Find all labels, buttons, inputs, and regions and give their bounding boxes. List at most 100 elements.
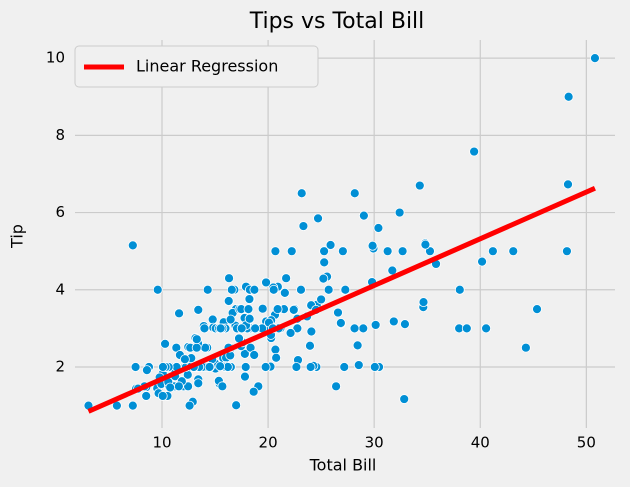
point [249, 284, 260, 295]
point [207, 314, 218, 325]
point [199, 323, 210, 334]
point [257, 303, 268, 314]
point [296, 188, 307, 199]
point [272, 304, 283, 314]
point [414, 180, 425, 191]
point [281, 273, 292, 284]
point [305, 362, 316, 372]
point [231, 400, 242, 411]
point [291, 362, 302, 372]
y-tick-label: 8 [55, 126, 65, 144]
regression-line [87, 185, 596, 414]
legend-box [74, 45, 319, 88]
point [335, 318, 346, 328]
point [563, 179, 573, 190]
point [244, 294, 255, 304]
point [397, 246, 408, 257]
point [224, 273, 234, 284]
point [298, 221, 309, 231]
point [487, 246, 498, 257]
point [157, 391, 168, 401]
point [292, 323, 303, 334]
point [563, 91, 574, 102]
point [306, 326, 317, 337]
point [369, 362, 380, 372]
y-tick-label: 6 [55, 203, 65, 221]
point [288, 304, 299, 315]
point [532, 304, 542, 314]
point [325, 240, 336, 250]
y-tick-label: 10 [46, 49, 65, 67]
point [461, 323, 472, 334]
point [388, 316, 399, 327]
point [217, 381, 228, 392]
point [180, 354, 190, 365]
point [160, 338, 170, 349]
point [130, 362, 141, 372]
point [260, 362, 271, 372]
point [202, 284, 213, 295]
point [477, 256, 487, 267]
point [367, 240, 378, 251]
point [191, 342, 202, 353]
point [508, 246, 519, 257]
x-tick-label: 50 [577, 434, 596, 452]
point [339, 362, 350, 372]
point [353, 360, 364, 370]
point [323, 284, 334, 295]
point [249, 350, 260, 360]
point [420, 239, 431, 250]
y-tick-label: 2 [55, 358, 65, 376]
x-tick-label: 30 [365, 434, 384, 452]
point [370, 320, 381, 330]
point [358, 323, 369, 334]
point [319, 246, 330, 257]
point [142, 365, 152, 375]
point [223, 296, 234, 306]
point [184, 400, 195, 411]
point [158, 362, 168, 372]
point [313, 213, 323, 224]
point [352, 340, 363, 351]
point [319, 257, 330, 268]
legend: Linear Regression [74, 45, 319, 88]
point [250, 323, 261, 334]
point [400, 319, 410, 330]
point [236, 323, 247, 334]
y-axis-label: Tip [8, 224, 27, 249]
point [318, 273, 329, 284]
point [358, 210, 369, 221]
point [286, 246, 297, 257]
point [239, 348, 250, 359]
point [248, 386, 259, 397]
point [193, 378, 204, 389]
point [285, 328, 296, 338]
point [215, 323, 226, 334]
point [590, 53, 600, 64]
point [340, 284, 351, 295]
point [331, 381, 341, 392]
point [279, 287, 290, 298]
x-tick-label: 10 [152, 434, 171, 452]
point [333, 307, 343, 318]
y-tick-label: 4 [55, 280, 65, 298]
point [165, 382, 176, 393]
point [174, 308, 184, 319]
point [240, 371, 250, 382]
point [193, 304, 204, 315]
point [204, 362, 215, 372]
point [244, 313, 255, 324]
point [296, 284, 306, 295]
point [226, 284, 237, 295]
point [382, 246, 393, 257]
point [394, 207, 405, 218]
point [191, 334, 202, 345]
point [270, 246, 281, 257]
point [270, 344, 281, 355]
point [469, 146, 480, 157]
point [454, 284, 465, 295]
point [261, 277, 271, 288]
point [215, 361, 226, 372]
point [268, 284, 279, 295]
